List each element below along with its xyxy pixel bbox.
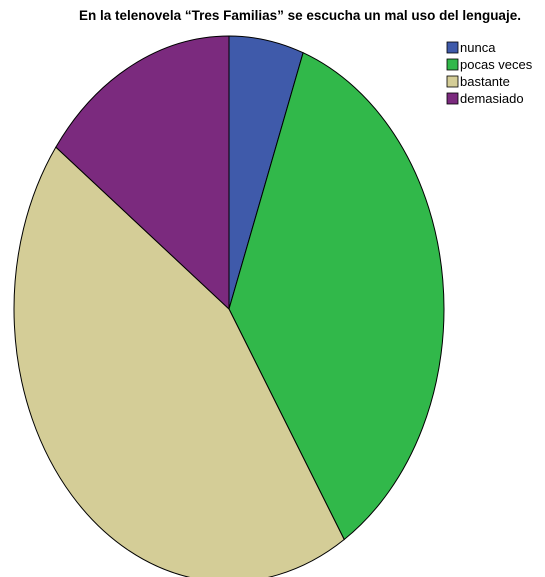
pie-slice-demasiado: [55, 35, 230, 311]
legend-label-bastante: bastante: [460, 74, 510, 89]
legend-swatch-bastante: [446, 75, 459, 88]
chart-title: En la telenovela “Tres Familias” se escu…: [79, 8, 521, 23]
legend-swatch-nunca: [446, 41, 459, 54]
pie-slice-bastante: [13, 146, 345, 577]
legend-swatch-demasiado: [446, 92, 459, 105]
legend: nunca pocas veces bastante demasiado: [446, 40, 533, 106]
pie-slice-pocas-veces: [228, 52, 445, 541]
legend-label-demasiado: demasiado: [460, 91, 524, 106]
legend-label-pocas-veces: pocas veces: [460, 57, 533, 72]
pie-slices: [13, 35, 445, 577]
legend-swatch-pocas-veces: [446, 58, 459, 71]
legend-label-nunca: nunca: [460, 40, 496, 55]
